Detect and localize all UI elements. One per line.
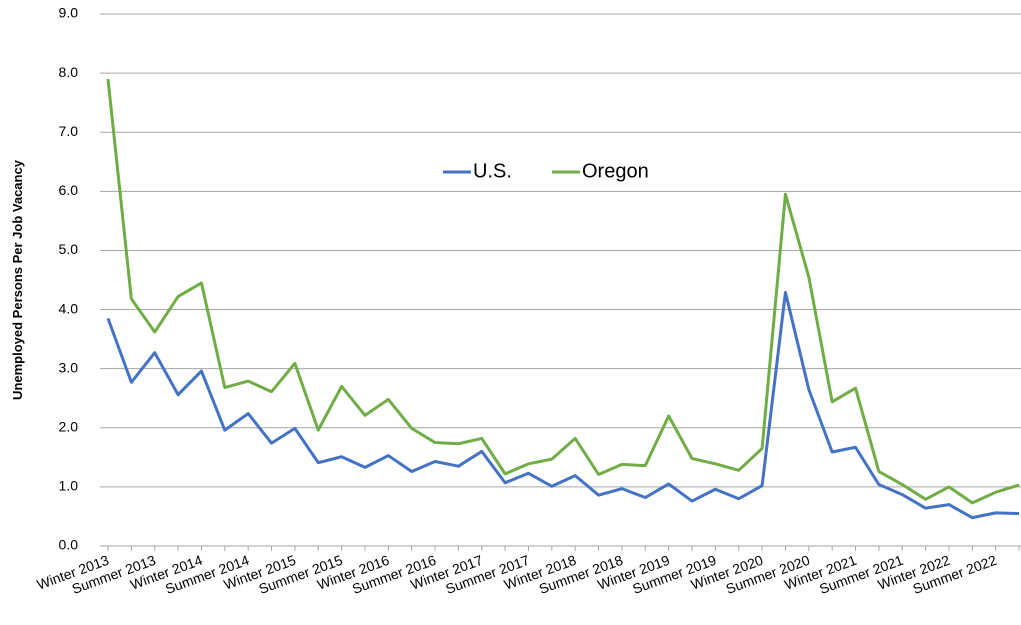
series-line <box>106 78 1020 505</box>
y-tick-label: 8.0 <box>59 64 79 80</box>
y-tick-label: 9.0 <box>59 5 79 21</box>
y-tick-label: 0.0 <box>59 537 79 553</box>
legend-label: U.S. <box>473 160 512 182</box>
series-line <box>106 290 1020 520</box>
y-tick-label: 7.0 <box>59 123 79 139</box>
y-tick-label: 3.0 <box>59 359 79 375</box>
y-tick-label: 1.0 <box>59 478 79 494</box>
legend-label: Oregon <box>582 160 649 182</box>
y-tick-label: 2.0 <box>59 418 79 434</box>
y-tick-label: 6.0 <box>59 182 79 198</box>
y-axis-title: Unemployed Persons Per Job Vacancy <box>10 159 25 400</box>
y-tick-label: 4.0 <box>59 300 79 316</box>
y-tick-label: 5.0 <box>59 241 79 257</box>
